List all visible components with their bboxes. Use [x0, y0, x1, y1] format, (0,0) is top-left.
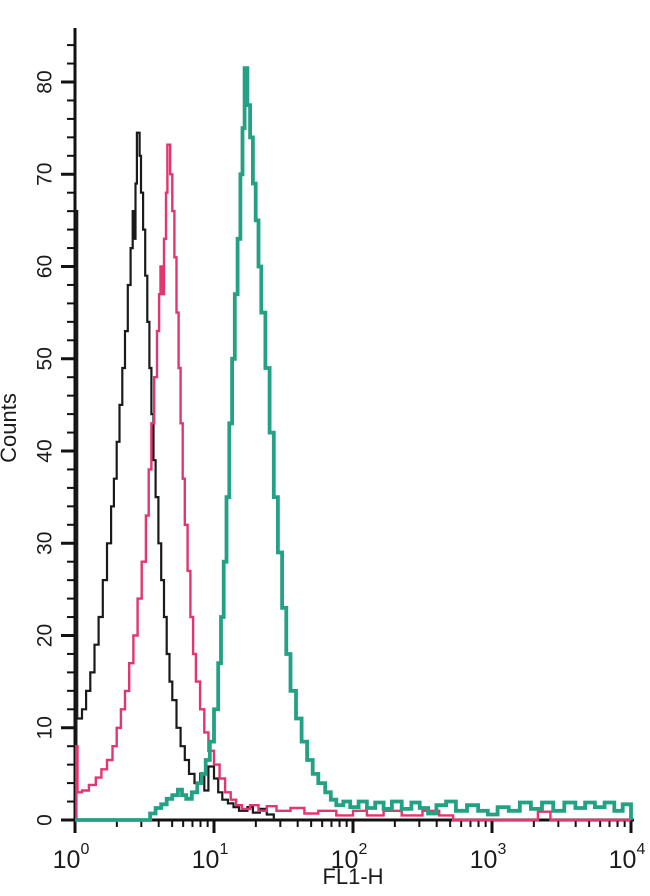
y-tick-label: 20	[34, 624, 57, 647]
y-tick-label: 10	[34, 716, 57, 739]
y-tick-label: 30	[34, 532, 57, 555]
y-axis-title: Counts	[0, 393, 21, 463]
x-tick-label: 102	[331, 841, 368, 874]
y-tick-label: 50	[34, 347, 57, 370]
x-tick-label: 104	[609, 841, 646, 874]
y-axis-tick-labels: 0 10 20 30 40 50 60 70 80	[34, 70, 57, 826]
y-tick-label: 0	[34, 814, 57, 826]
y-tick-label: 80	[34, 70, 57, 93]
y-tick-label: 40	[34, 439, 57, 462]
x-axis-title: FL1-H	[322, 864, 383, 889]
x-tick-label: 101	[192, 841, 229, 874]
y-tick-label: 70	[34, 163, 57, 186]
axes	[61, 28, 634, 833]
x-axis-tick-labels: 100 101 102 103 104	[53, 841, 646, 874]
pink-histogram-curve	[75, 143, 631, 822]
y-tick-label: 60	[34, 255, 57, 278]
black-histogram-curve	[75, 131, 275, 822]
x-tick-label: 103	[470, 841, 507, 874]
x-tick-label: 100	[53, 841, 90, 874]
histogram-curves	[75, 66, 633, 822]
green-histogram-curve	[75, 66, 633, 822]
